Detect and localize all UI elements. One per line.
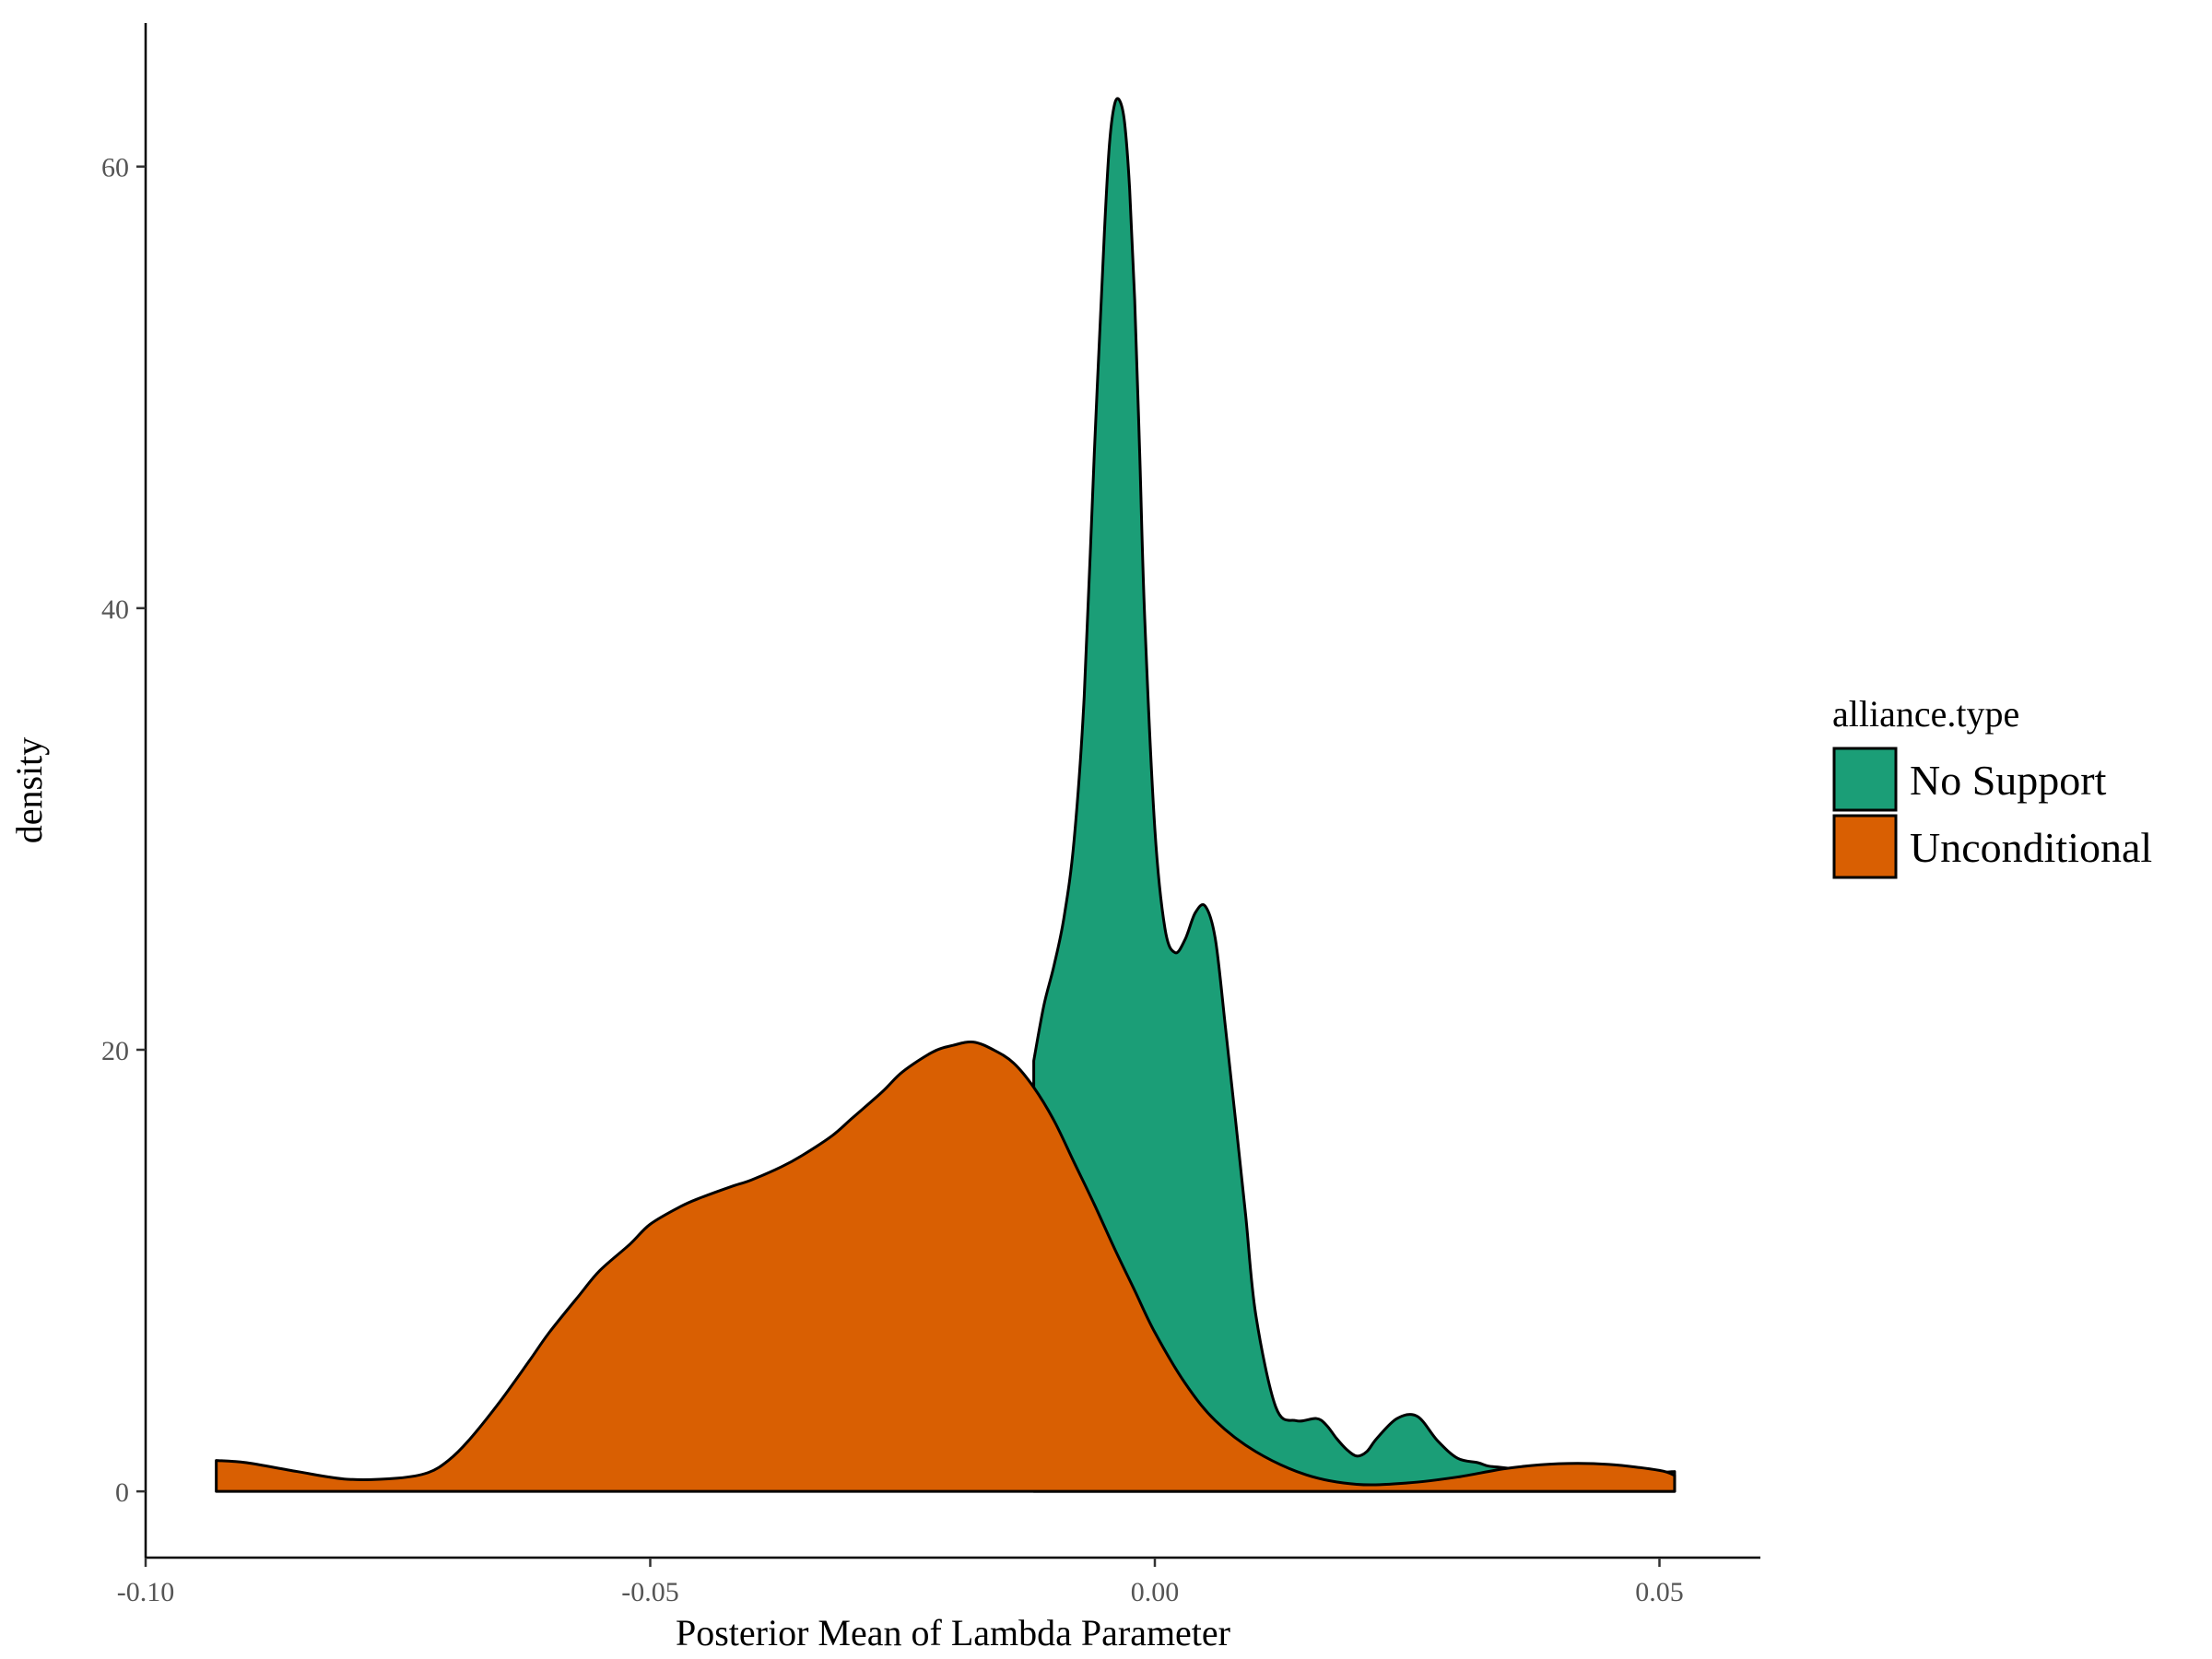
y-tick-label: 20 <box>101 1036 129 1066</box>
density-area-no-support <box>1032 97 1677 1493</box>
legend: alliance.type No Support Unconditional <box>1832 693 2152 879</box>
y-tick-label: 40 <box>101 594 129 625</box>
density-area-unconditional <box>215 1040 1677 1493</box>
legend-label: Unconditional <box>1910 824 2152 871</box>
x-axis-ticks: -0.10 -0.05 0.00 0.05 <box>117 1558 1684 1607</box>
legend-label: No Support <box>1910 757 2107 804</box>
x-tick-label: 0.00 <box>1131 1577 1180 1607</box>
y-axis-ticks: 0 20 40 60 <box>101 153 146 1508</box>
x-axis-title: Posterior Mean of Lambda Parameter <box>676 1612 1230 1653</box>
legend-key-unconditional <box>1832 814 1898 879</box>
y-tick-label: 60 <box>101 153 129 183</box>
x-tick-label: -0.05 <box>621 1577 679 1607</box>
legend-title: alliance.type <box>1832 693 2019 735</box>
y-axis-title: density <box>8 737 50 844</box>
y-tick-label: 0 <box>115 1477 129 1508</box>
density-areas <box>215 97 1677 1493</box>
legend-key-no-support <box>1832 747 1898 812</box>
x-tick-label: 0.05 <box>1635 1577 1684 1607</box>
x-tick-label: -0.10 <box>117 1577 175 1607</box>
